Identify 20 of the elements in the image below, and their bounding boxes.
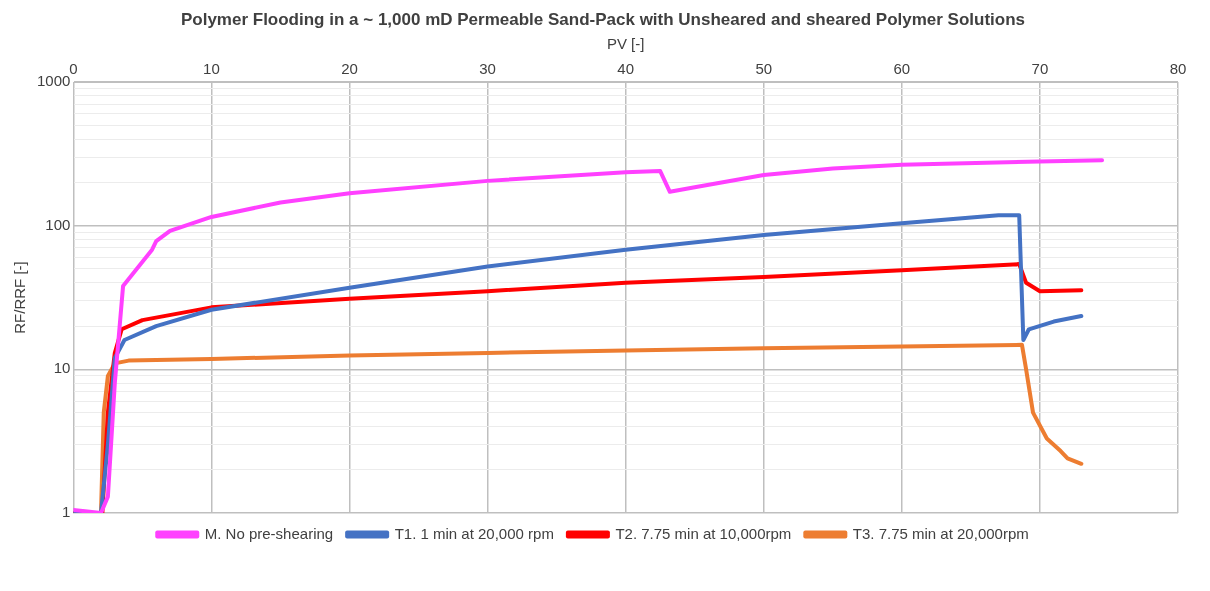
x-tick-label: 50: [755, 60, 773, 78]
legend-label: M. No pre-shearing: [204, 524, 334, 542]
x-tick-label: 40: [617, 60, 635, 78]
y-tick-label: 10: [53, 359, 71, 377]
x-tick-label: 70: [1031, 60, 1049, 78]
x-tick-label: 10: [203, 60, 220, 78]
legend-label: T2. 7.75 min at 10,000rpm: [615, 524, 792, 542]
x-axis-title: PV [-]: [606, 35, 645, 53]
y-tick-label: 1000: [36, 72, 71, 90]
y-axis-title: RF/RRF [-]: [11, 261, 29, 334]
y-tick-label: 100: [45, 215, 71, 233]
x-tick-label: 60: [893, 60, 911, 78]
x-tick-label: 80: [1169, 60, 1187, 78]
x-tick-label: 0: [69, 60, 78, 78]
chart-title: Polymer Flooding in a ~ 1,000 mD Permeable Sand-Pack with Unsheared and sheared Polymer Solutions: [179, 9, 1027, 31]
legend-label: T1. 1 min at 20,000 rpm: [394, 524, 554, 542]
x-tick-label: 20: [341, 60, 358, 78]
x-tick-label: 30: [479, 60, 496, 78]
y-tick-label: 1: [62, 503, 71, 521]
legend-label: T3. 7.75 min at 20,000rpm: [852, 524, 1029, 542]
